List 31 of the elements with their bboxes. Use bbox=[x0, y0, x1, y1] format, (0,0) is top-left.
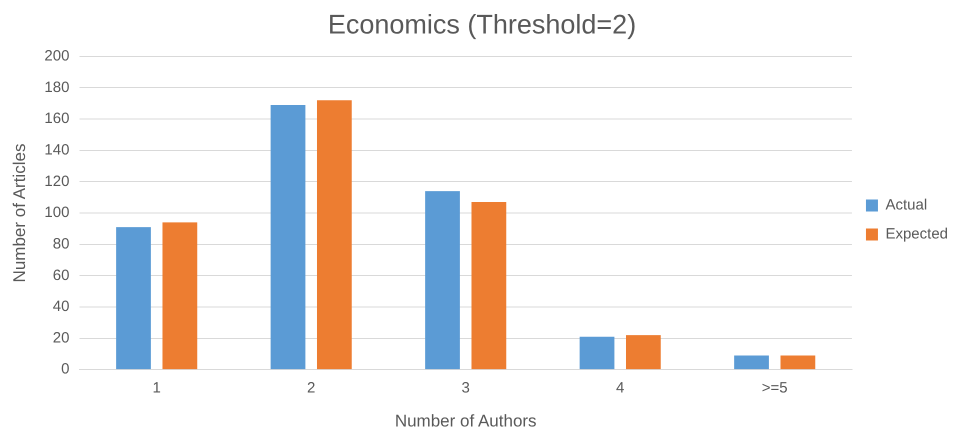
x-tick-label: >=5 bbox=[762, 380, 788, 397]
y-axis-title: Number of Articles bbox=[10, 144, 29, 282]
bar bbox=[471, 202, 506, 370]
bar bbox=[116, 227, 151, 370]
y-tick-label: 20 bbox=[52, 329, 70, 346]
y-tick-label: 0 bbox=[61, 360, 70, 378]
y-tick-label: 180 bbox=[44, 78, 70, 96]
x-axis-title: Number of Authors bbox=[394, 411, 537, 430]
bar bbox=[780, 356, 816, 370]
chart-title: Economics (Threshold=2) bbox=[328, 10, 636, 40]
y-tick-label: 40 bbox=[52, 298, 70, 316]
bar bbox=[316, 100, 352, 370]
bar bbox=[734, 356, 769, 370]
legend-label: Actual bbox=[885, 196, 928, 214]
legend-label: Expected bbox=[885, 226, 948, 243]
x-tick-label: 2 bbox=[307, 380, 316, 397]
bar bbox=[626, 335, 661, 370]
bar bbox=[425, 191, 460, 370]
y-tick-label: 160 bbox=[44, 110, 70, 128]
y-tick-label: 200 bbox=[44, 48, 70, 65]
y-tick-label: 120 bbox=[44, 172, 70, 190]
y-tick-label: 100 bbox=[44, 204, 70, 222]
bar bbox=[580, 336, 614, 370]
x-tick-label: 3 bbox=[462, 380, 470, 397]
y-tick-label: 60 bbox=[52, 266, 70, 284]
x-tick-label: 4 bbox=[616, 380, 624, 397]
bar bbox=[270, 104, 306, 370]
y-tick-label: 80 bbox=[52, 235, 70, 252]
y-tick-label: 140 bbox=[44, 142, 70, 158]
bar bbox=[162, 222, 198, 370]
x-tick-label: 1 bbox=[152, 380, 161, 397]
